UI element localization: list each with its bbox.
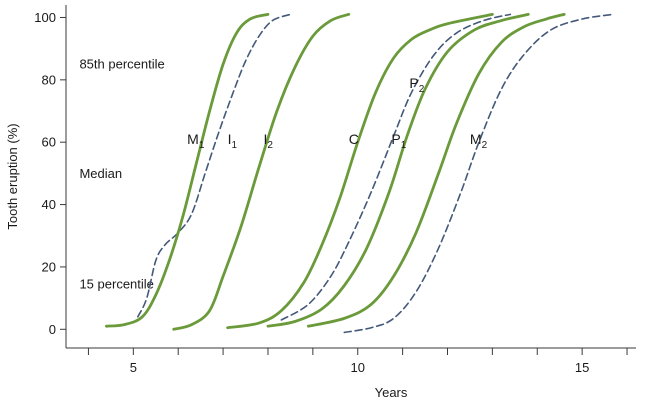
y-tick-label: 0: [49, 322, 56, 337]
curve-label-p2: P2: [409, 75, 424, 95]
series-line-m2-dashed: [343, 13, 615, 334]
curve-label-m2: M2: [470, 131, 488, 151]
curve-label-p1: P1: [391, 131, 406, 151]
axes-layer: 0 20 40 60 80 100 5 10 15 Years Tooth eruption (%): [5, 5, 636, 400]
x-tick-label: 5: [130, 360, 137, 375]
curve-label-i2: I2: [263, 131, 273, 151]
percentile-annotation: Median: [79, 166, 122, 181]
series-line-m2: [306, 12, 566, 328]
series-line-p1: [266, 12, 530, 328]
curve-label-m1: M1: [187, 131, 205, 151]
y-tick-label: 40: [42, 197, 56, 212]
annotation-layer: 85th percentile Median 15 percentile: [79, 57, 164, 292]
y-tick-label: 80: [42, 72, 56, 87]
y-tick-label: 100: [34, 10, 56, 25]
series-line-i2: [172, 12, 351, 331]
x-axis-title: Years: [375, 385, 408, 400]
series-layer: [104, 12, 615, 334]
series-line-m1: [104, 12, 270, 328]
y-tick-label: 20: [42, 259, 56, 274]
x-tick-label: 10: [350, 360, 364, 375]
percentile-annotation: 85th percentile: [79, 57, 164, 72]
y-axis-title: Tooth eruption (%): [5, 123, 20, 229]
x-tick-label: 15: [575, 360, 589, 375]
curve-label-c: C: [349, 131, 359, 147]
series-line-p2: [280, 13, 512, 321]
y-tick-label: 60: [42, 135, 56, 150]
series-line-i1: [137, 13, 292, 318]
curve-label-layer: M1 I1 I2 C P1 P2 M2: [187, 75, 487, 151]
series-line-c: [226, 12, 494, 330]
curve-label-i1: I1: [228, 131, 238, 151]
percentile-annotation: 15 percentile: [79, 277, 153, 292]
